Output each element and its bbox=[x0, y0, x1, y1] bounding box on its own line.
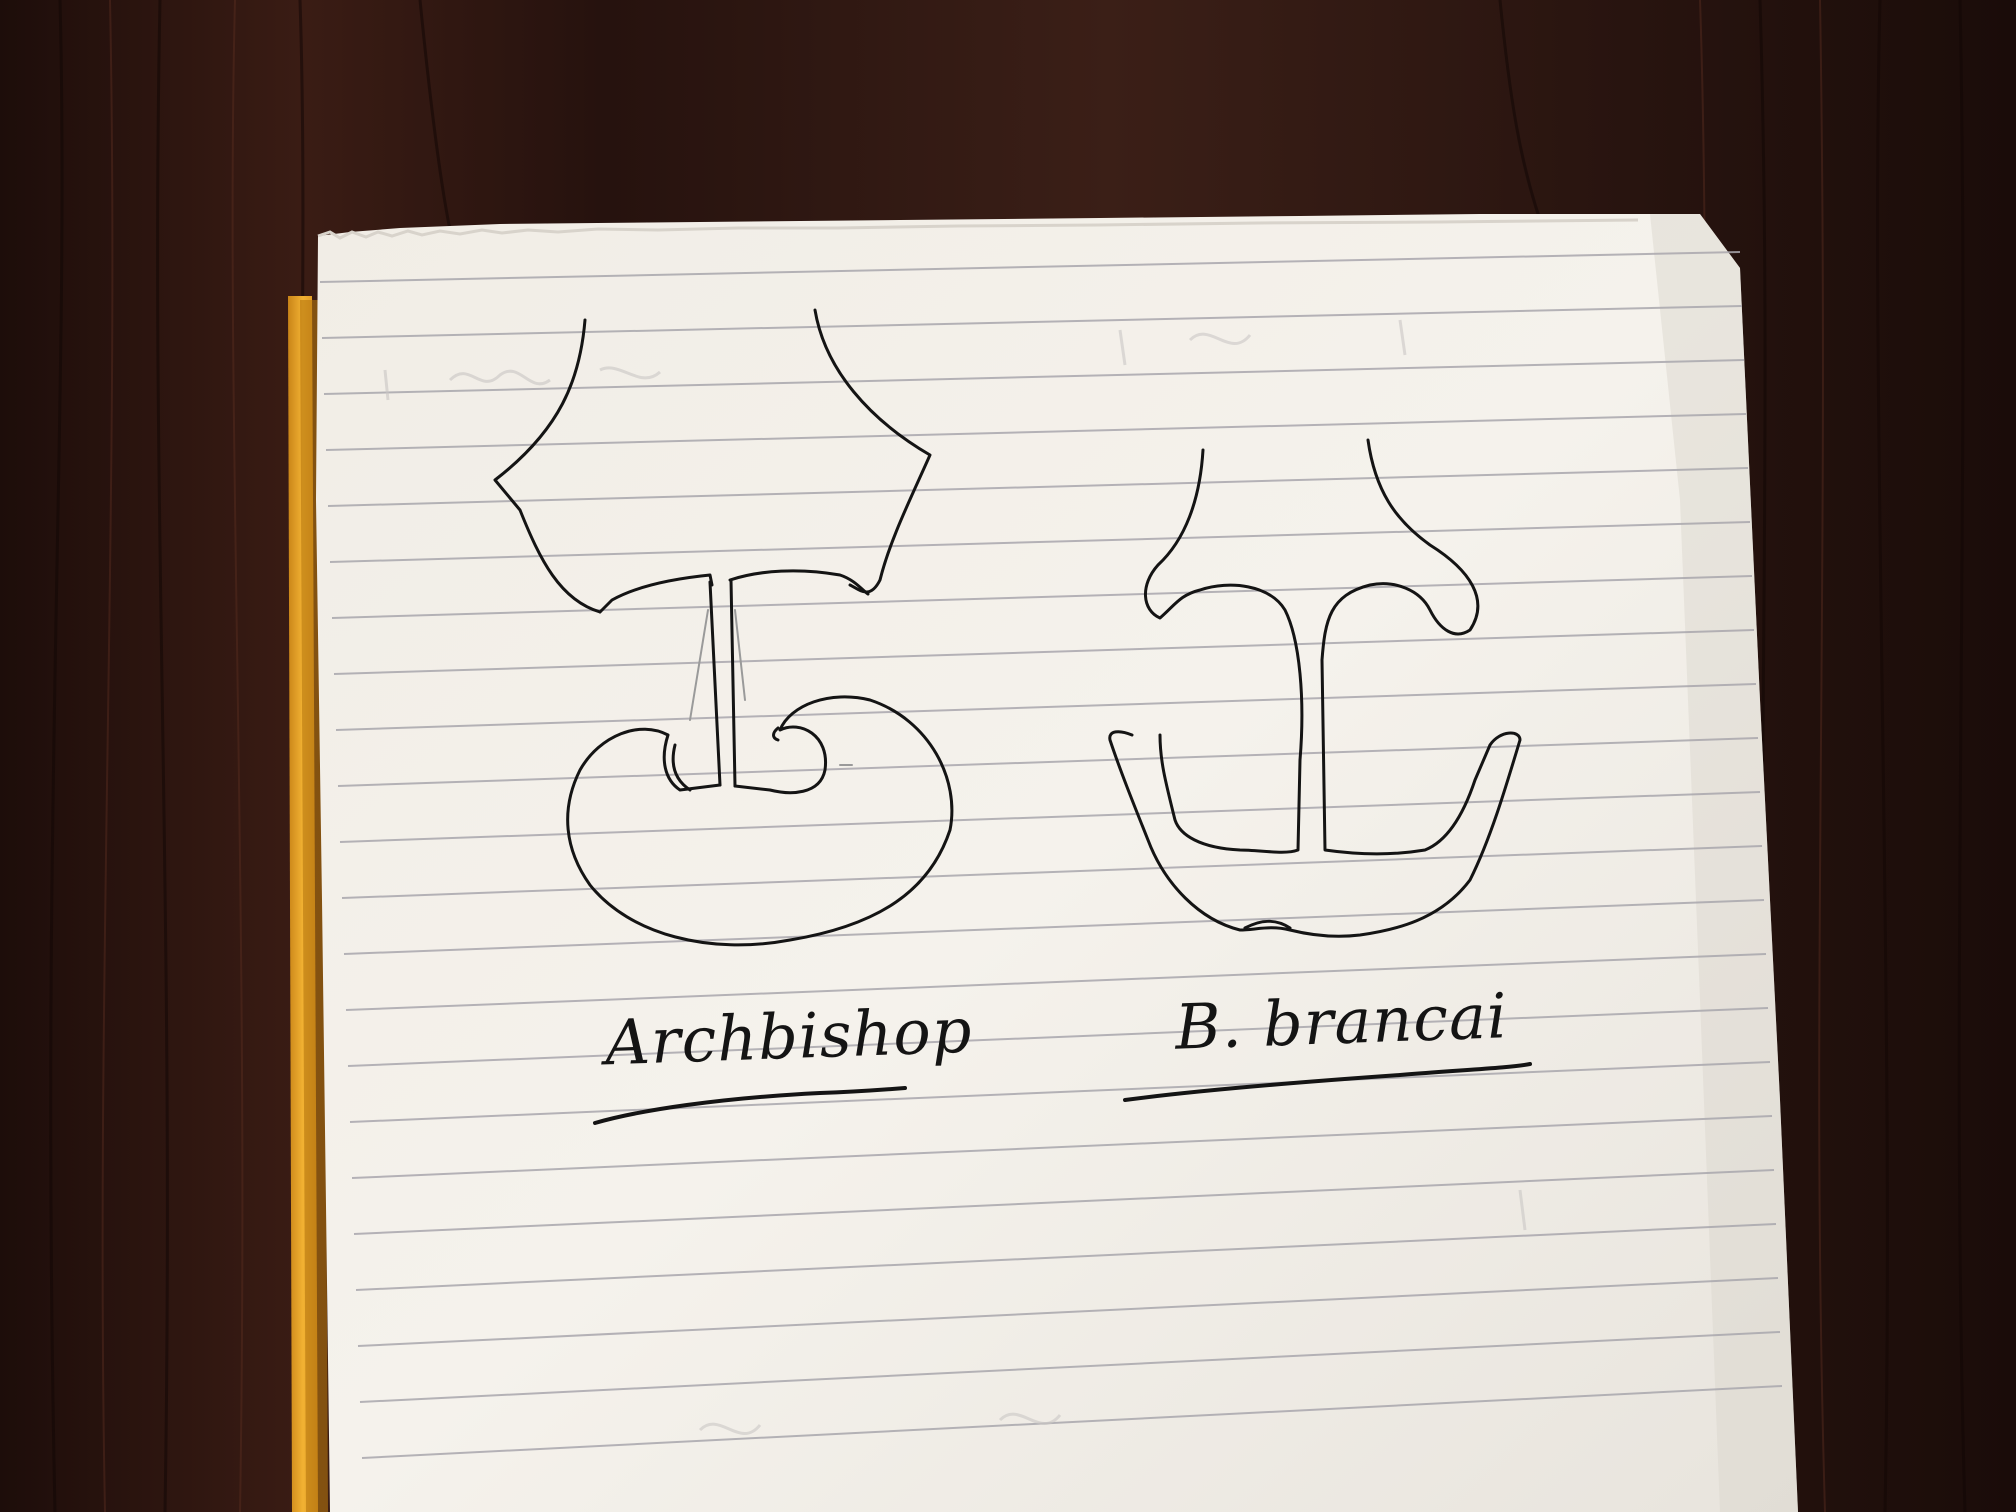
paper-sheet bbox=[316, 214, 1798, 1512]
underline-left bbox=[593, 1086, 907, 1125]
torn-edge bbox=[317, 218, 1639, 240]
archbishop-sketch bbox=[493, 308, 954, 947]
label-b-brancai: B. brancai bbox=[1173, 979, 1509, 1064]
underline-right bbox=[1123, 1062, 1532, 1102]
brancai-sketch bbox=[1108, 438, 1522, 938]
show-through-writing bbox=[383, 319, 1527, 1435]
label-archbishop: Archbishop bbox=[603, 993, 974, 1080]
ruled-lines bbox=[319, 251, 1783, 1459]
paper-shade bbox=[1650, 214, 1798, 1512]
